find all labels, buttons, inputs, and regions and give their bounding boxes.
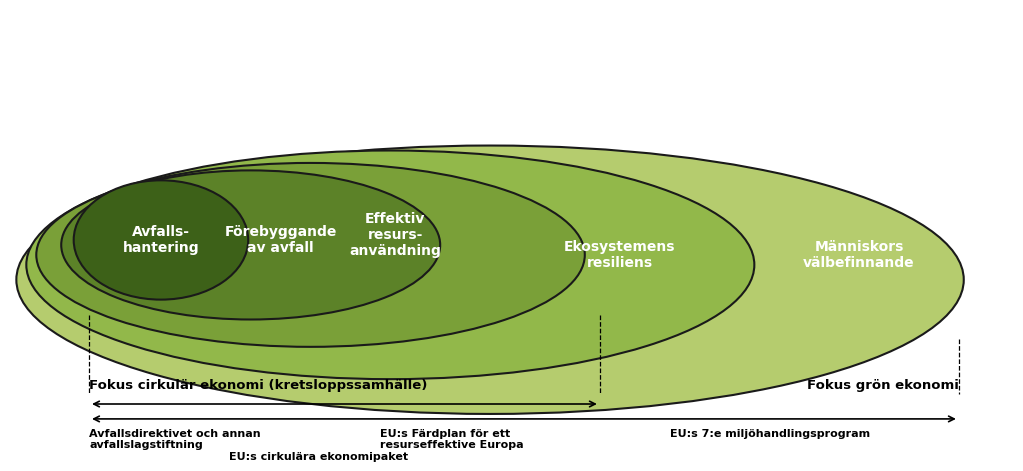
Ellipse shape — [16, 146, 964, 414]
Ellipse shape — [36, 163, 585, 347]
Text: Förebyggande
av avfall: Förebyggande av avfall — [224, 225, 337, 255]
Text: Människors
välbefinnande: Människors välbefinnande — [803, 240, 915, 270]
Text: Avfallsdirektivet och annan
avfallslagstiftning: Avfallsdirektivet och annan avfallslagst… — [89, 429, 261, 450]
Text: Avfalls-
hantering: Avfalls- hantering — [123, 225, 199, 255]
Text: EU:s Färdplan för ett
resurseffektive Europa: EU:s Färdplan för ett resurseffektive Eu… — [381, 429, 524, 450]
Ellipse shape — [27, 151, 754, 379]
Text: Fokus cirkulär ekonomi (kretsloppssamhälle): Fokus cirkulär ekonomi (kretsloppssamhäl… — [89, 379, 428, 392]
Text: Effektiv
resurs-
användning: Effektiv resurs- användning — [350, 212, 441, 258]
Text: Ekosystemens
resiliens: Ekosystemens resiliens — [564, 240, 675, 270]
Text: EU:s cirkulära ekonomipaket: EU:s cirkulära ekonomipaket — [229, 452, 408, 462]
Ellipse shape — [74, 180, 249, 300]
Text: EU:s 7:e miljöhandlingsprogram: EU:s 7:e miljöhandlingsprogram — [670, 429, 870, 439]
Ellipse shape — [61, 171, 440, 319]
Text: Fokus grön ekonomi: Fokus grön ekonomi — [807, 379, 959, 392]
